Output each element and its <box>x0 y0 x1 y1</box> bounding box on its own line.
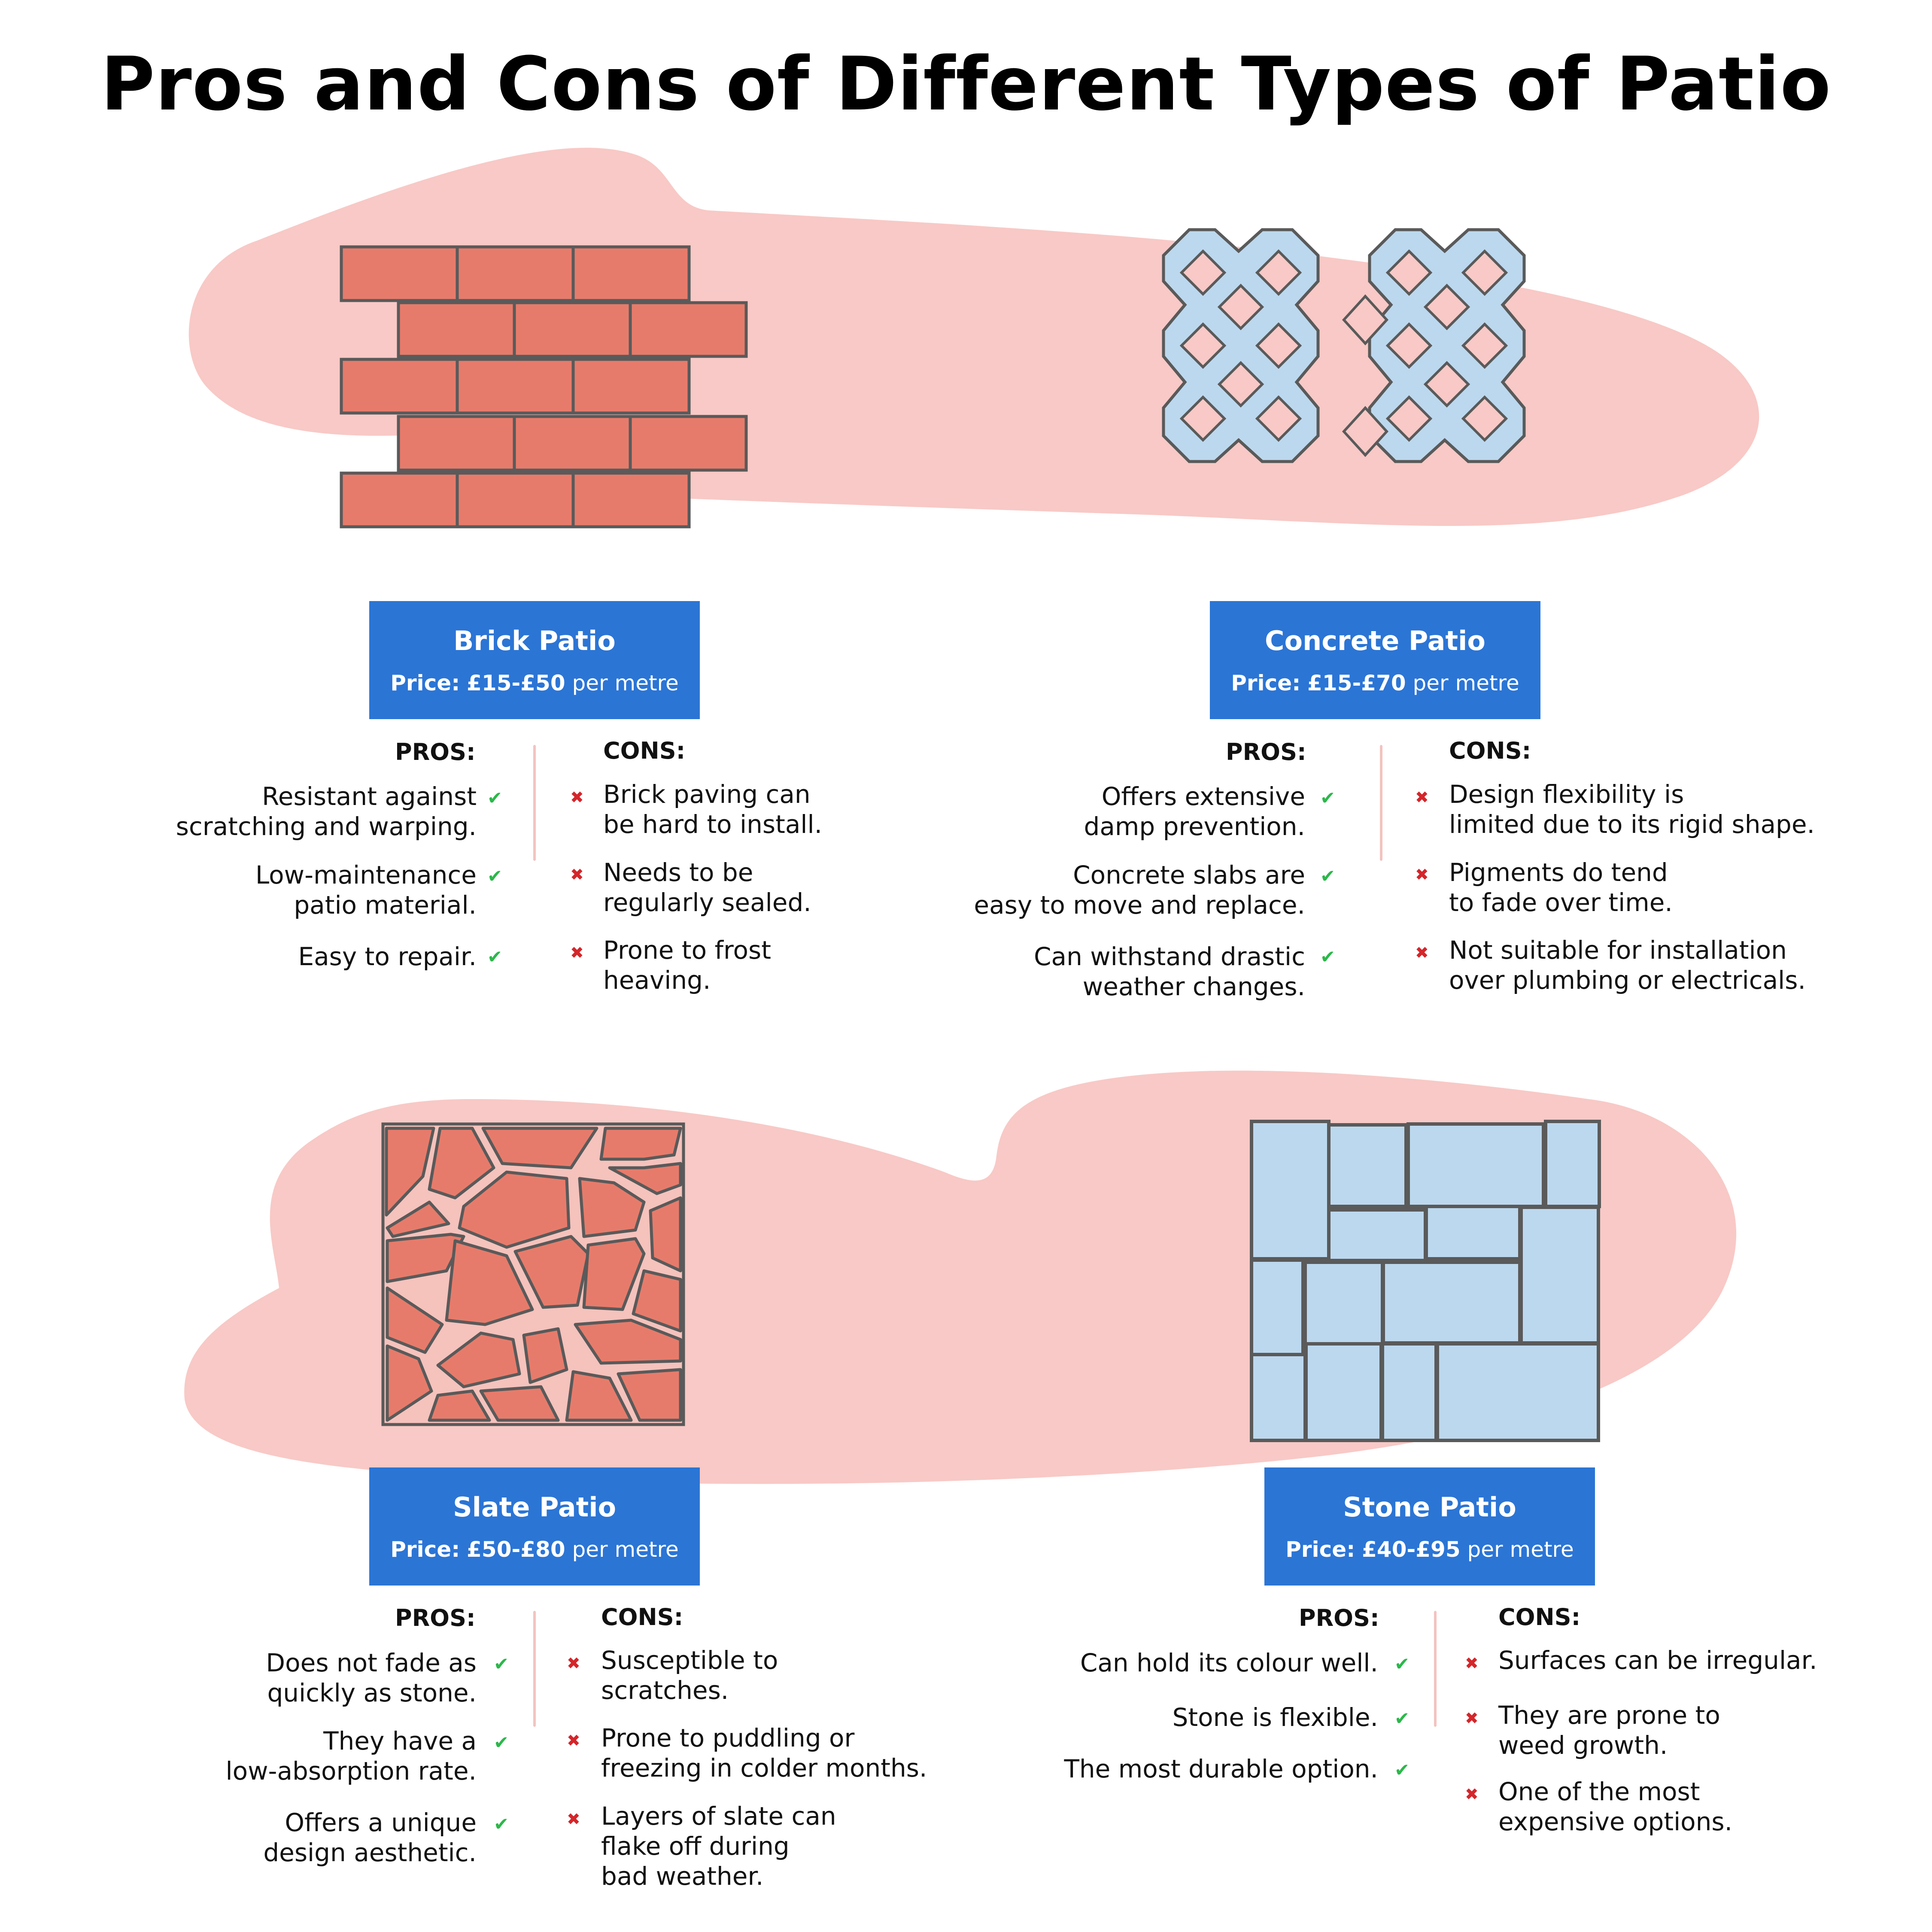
patio-price: Price: £40-£95 per metre <box>1285 1537 1574 1562</box>
con-item: Pigments do tend to fade over time. <box>1449 858 1673 917</box>
con-item: Design flexibility is limited due to its… <box>1449 780 1815 839</box>
cross-icon: ✖ <box>570 788 584 807</box>
con-item: They are prone to weed growth. <box>1498 1701 1720 1760</box>
cross-icon: ✖ <box>570 865 584 884</box>
page-title: Pros and Cons of Different Types of Pati… <box>100 41 1832 127</box>
check-icon: ✔ <box>494 1653 509 1674</box>
brick <box>629 301 748 358</box>
brick <box>629 415 748 472</box>
stone-patio-label: Stone Patio Price: £40-£95 per metre <box>1264 1467 1595 1586</box>
divider <box>1434 1611 1437 1727</box>
brick <box>340 245 459 302</box>
pros-heading: PROS: <box>1226 738 1306 766</box>
brick-pattern-icon <box>340 245 748 529</box>
con-item: One of the most expensive options. <box>1498 1777 1733 1836</box>
patio-price: Price: £50-£80 per metre <box>390 1537 679 1562</box>
patio-name: Concrete Patio <box>1265 625 1485 656</box>
check-icon: ✔ <box>494 1732 509 1753</box>
cross-icon: ✖ <box>567 1810 580 1829</box>
slate-pattern-icon <box>381 1122 685 1426</box>
brick <box>397 415 516 472</box>
cross-icon: ✖ <box>1465 1785 1479 1804</box>
pros-heading: PROS: <box>395 738 476 766</box>
check-icon: ✔ <box>487 866 503 887</box>
cross-icon: ✖ <box>1415 943 1429 962</box>
brick <box>397 301 516 358</box>
pro-item: Does not fade as quickly as stone. <box>266 1648 477 1707</box>
cross-icon: ✖ <box>570 943 584 962</box>
pro-item: Easy to repair. <box>298 942 477 971</box>
brick-patio-label: Brick Patio Price: £15-£50 per metre <box>369 601 700 719</box>
cross-icon: ✖ <box>567 1731 580 1750</box>
brick <box>340 358 459 415</box>
patio-price: Price: £15-£50 per metre <box>390 671 679 696</box>
cross-icon: ✖ <box>1465 1654 1479 1673</box>
concrete-patio-label: Concrete Patio Price: £15-£70 per metre <box>1210 601 1540 719</box>
slate-patio-label: Slate Patio Price: £50-£80 per metre <box>369 1467 700 1586</box>
cross-icon: ✖ <box>1415 788 1429 807</box>
concrete-gap <box>1342 294 1389 346</box>
cons-heading: CONS: <box>601 1604 683 1631</box>
check-icon: ✔ <box>1320 946 1336 967</box>
pro-item: The most durable option. <box>1064 1754 1378 1783</box>
con-item: Prone to frost heaving. <box>603 936 771 995</box>
pro-item: Can withstand drastic weather changes. <box>1034 942 1305 1001</box>
cross-icon: ✖ <box>1415 865 1429 884</box>
brick <box>571 358 691 415</box>
concrete-gap <box>1342 406 1389 457</box>
con-item: Layers of slate can flake off during bad… <box>601 1801 836 1891</box>
brick <box>456 245 575 302</box>
con-item: Brick paving can be hard to install. <box>603 780 823 839</box>
check-icon: ✔ <box>487 946 503 967</box>
check-icon: ✔ <box>1394 1653 1410 1674</box>
brick <box>513 301 632 358</box>
cons-heading: CONS: <box>1498 1604 1581 1631</box>
cons-heading: CONS: <box>603 737 686 764</box>
con-item: Needs to be regularly sealed. <box>603 858 811 917</box>
cons-heading: CONS: <box>1449 737 1531 764</box>
pros-heading: PROS: <box>1299 1604 1379 1631</box>
pro-item: Can hold its colour well. <box>1080 1648 1378 1677</box>
divider <box>533 745 536 861</box>
check-icon: ✔ <box>1320 866 1336 887</box>
concrete-pattern-icon <box>1163 230 1524 462</box>
con-item: Susceptible to scratches. <box>601 1646 778 1705</box>
divider <box>1380 745 1382 861</box>
divider <box>533 1611 536 1727</box>
check-icon: ✔ <box>494 1814 509 1835</box>
pro-item: Low-maintenance patio material. <box>255 860 477 920</box>
pro-item: Resistant against scratching and warping… <box>176 782 477 841</box>
pros-heading: PROS: <box>395 1604 476 1631</box>
con-item: Prone to puddling or freezing in colder … <box>601 1723 927 1783</box>
brick <box>513 415 632 472</box>
con-item: Not suitable for installation over plumb… <box>1449 936 1806 995</box>
pro-item: They have a low-absorption rate. <box>225 1726 477 1786</box>
con-item: Surfaces can be irregular. <box>1498 1646 1817 1675</box>
brick <box>340 471 459 529</box>
cross-icon: ✖ <box>1465 1709 1479 1728</box>
pro-item: Offers extensive damp prevention. <box>1084 782 1306 841</box>
patio-name: Stone Patio <box>1343 1492 1516 1523</box>
pro-item: Offers a unique design aesthetic. <box>263 1808 477 1867</box>
brick <box>571 245 691 302</box>
check-icon: ✔ <box>1320 787 1336 808</box>
patio-name: Slate Patio <box>453 1492 617 1523</box>
pro-item: Stone is flexible. <box>1172 1703 1378 1732</box>
check-icon: ✔ <box>487 787 503 808</box>
patio-name: Brick Patio <box>453 625 616 656</box>
brick <box>456 471 575 529</box>
cross-icon: ✖ <box>567 1654 580 1673</box>
check-icon: ✔ <box>1394 1759 1410 1780</box>
check-icon: ✔ <box>1394 1708 1410 1729</box>
stone-pattern-icon <box>1250 1120 1601 1442</box>
brick <box>571 471 691 529</box>
patio-price: Price: £15-£70 per metre <box>1231 671 1519 696</box>
pro-item: Concrete slabs are easy to move and repl… <box>974 860 1305 920</box>
brick <box>456 358 575 415</box>
